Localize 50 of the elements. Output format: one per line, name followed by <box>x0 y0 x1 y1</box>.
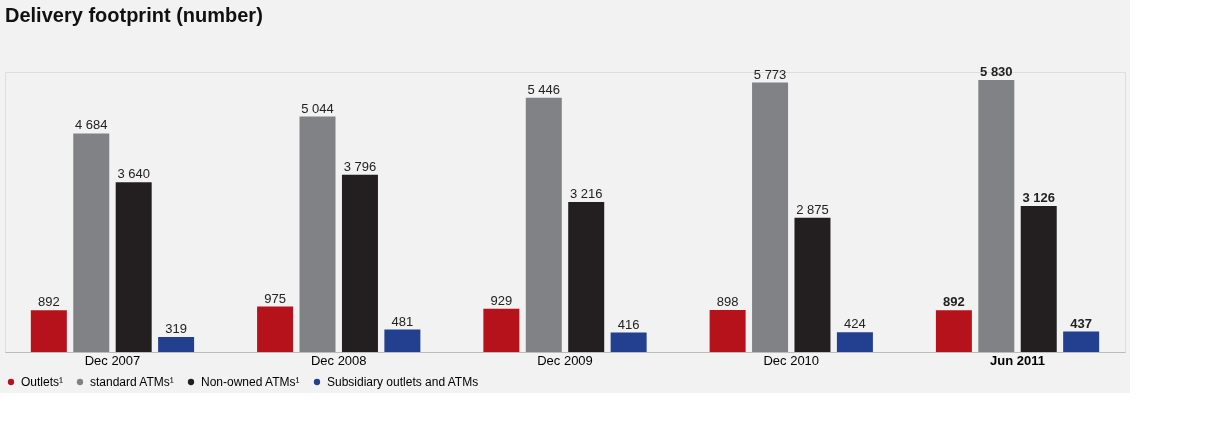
data-label: 3 216 <box>569 185 603 201</box>
data-label: 4 684 <box>74 117 108 133</box>
bar <box>935 310 972 352</box>
bar <box>483 308 520 352</box>
bar <box>978 79 1015 352</box>
legend-label: Subsidiary outlets and ATMs <box>327 375 479 389</box>
data-label: 3 640 <box>117 166 150 182</box>
legend-label: Non-owned ATMs¹ <box>201 375 300 389</box>
bar <box>384 329 421 352</box>
bar <box>1063 331 1100 352</box>
data-label: 424 <box>844 316 866 332</box>
data-label: 5 044 <box>301 100 334 116</box>
data-label: 319 <box>165 321 187 337</box>
data-label: 929 <box>490 292 513 308</box>
x-tick-label: Dec 2007 <box>84 352 141 368</box>
bar <box>115 182 152 352</box>
bar <box>341 174 378 352</box>
bar <box>610 332 647 352</box>
data-label: 898 <box>716 294 739 310</box>
bar <box>836 332 873 352</box>
data-label: 3 126 <box>1022 190 1056 206</box>
bar <box>794 217 831 352</box>
bar <box>1020 206 1057 352</box>
chart-title: Delivery footprint (number) <box>5 3 263 26</box>
data-label: 975 <box>264 290 286 306</box>
x-tick-label: Dec 2009 <box>537 352 593 368</box>
data-label: 481 <box>391 313 414 329</box>
bar <box>709 310 746 352</box>
x-tick-label: Jun 2011 <box>990 352 1045 368</box>
data-label: 892 <box>37 294 60 310</box>
legend-label: Outlets¹ <box>21 375 64 389</box>
legend-label: standard ATMs¹ <box>90 375 174 389</box>
bar <box>158 337 195 352</box>
bar <box>257 306 294 352</box>
bar <box>568 201 605 352</box>
bar <box>525 97 562 352</box>
data-label: 437 <box>1070 315 1093 331</box>
x-tick-label: Dec 2010 <box>763 352 820 368</box>
bar <box>73 133 110 352</box>
data-label: 5 446 <box>527 81 561 97</box>
data-label: 2 875 <box>796 201 829 217</box>
data-label: 5 773 <box>753 66 787 82</box>
bar <box>752 82 789 352</box>
data-label: 5 830 <box>980 63 1013 79</box>
data-label: 3 796 <box>343 158 377 174</box>
data-label: 892 <box>943 294 965 310</box>
bar <box>30 310 67 352</box>
x-tick-label: Dec 2008 <box>310 352 367 368</box>
data-label: 416 <box>617 316 640 332</box>
bar <box>299 116 336 352</box>
